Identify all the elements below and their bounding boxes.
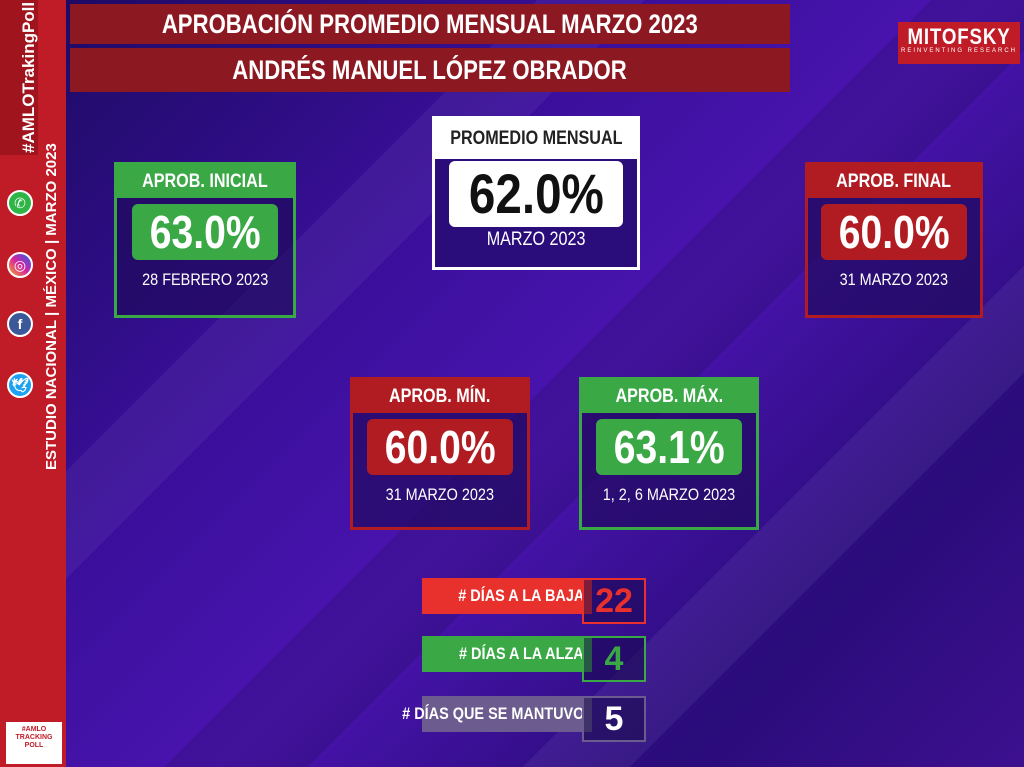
facebook-icon[interactable]: f	[7, 311, 33, 337]
whatsapp-icon[interactable]: ✆	[7, 190, 33, 216]
sidebar: #AMLOTrakingPoll ESTUDIO NACIONAL | MÉXI…	[0, 0, 66, 767]
separator: |	[43, 311, 60, 316]
sidebar-hashtag-panel	[0, 0, 38, 155]
card-final-approval: APROB. FINAL 60.0% 31 MARZO 2023	[805, 162, 983, 318]
card-body: 63.1% 1, 2, 6 MARZO 2023	[582, 413, 756, 527]
tracking-poll-logo: #AMLO TRACKING POLL	[6, 722, 62, 764]
approval-date: 28 FEBRERO 2023	[141, 270, 269, 289]
card-max-approval: APROB. MÁX. 63.1% 1, 2, 6 MARZO 2023	[579, 377, 759, 530]
counter-label: # DÍAS QUE SE MANTUVO	[402, 696, 592, 732]
brand-logo: MITOFSKY REINVENTING RESEARCH	[898, 22, 1020, 64]
study-country: MÉXICO	[43, 248, 60, 308]
study-period: MARZO 2023	[43, 143, 60, 236]
counter-label: # DÍAS A LA BAJA	[422, 578, 592, 614]
card-header: APROB. MÁX.	[582, 380, 756, 413]
counter-days-up: # DÍAS A LA ALZA 4	[422, 636, 648, 682]
card-body: 62.0% MARZO 2023	[435, 159, 637, 267]
study-label: ESTUDIO NACIONAL | MÉXICO | MARZO 2023	[40, 143, 63, 470]
instagram-icon[interactable]: ◎	[7, 252, 33, 278]
counter-label: # DÍAS A LA ALZA	[422, 636, 592, 672]
average-period: MARZO 2023	[486, 229, 586, 250]
counter-value: 22	[582, 578, 646, 624]
counter-value: 4	[582, 636, 646, 682]
card-header: APROB. FINAL	[808, 165, 980, 198]
counter-days-down: # DÍAS A LA BAJA 22	[422, 578, 648, 624]
approval-value: 60.0%	[820, 204, 968, 260]
average-value: 62.0%	[448, 161, 624, 227]
counter-value: 5	[582, 696, 646, 742]
approval-value: 63.1%	[595, 419, 743, 475]
hashtag-label: #AMLOTrakingPoll	[19, 1, 38, 153]
card-body: 60.0% 31 MARZO 2023	[808, 198, 980, 315]
approval-date: 1, 2, 6 MARZO 2023	[602, 485, 736, 504]
card-body: 60.0% 31 MARZO 2023	[353, 413, 527, 527]
page-title: APROBACIÓN PROMEDIO MENSUAL MARZO 2023	[162, 8, 698, 39]
card-monthly-average: PROMEDIO MENSUAL 62.0% MARZO 2023	[432, 116, 640, 270]
study-type: ESTUDIO NACIONAL	[43, 320, 60, 470]
approval-date: 31 MARZO 2023	[839, 270, 949, 289]
card-header: APROB. MÍN.	[353, 380, 527, 413]
card-body: 63.0% 28 FEBRERO 2023	[117, 198, 293, 315]
approval-date: 31 MARZO 2023	[385, 485, 495, 504]
approval-value: 60.0%	[366, 419, 514, 475]
page-subtitle: ANDRÉS MANUEL LÓPEZ OBRADOR	[232, 54, 628, 85]
card-initial-approval: APROB. INICIAL 63.0% 28 FEBRERO 2023	[114, 162, 296, 318]
brand-tagline: REINVENTING RESEARCH	[900, 48, 1017, 54]
brand-name: MITOFSKY	[907, 24, 1011, 49]
twitter-icon[interactable]: 🕊	[7, 372, 33, 398]
card-header: APROB. INICIAL	[117, 165, 293, 198]
title-bar: APROBACIÓN PROMEDIO MENSUAL MARZO 2023	[70, 4, 790, 44]
approval-value: 63.0%	[131, 204, 279, 260]
separator: |	[43, 239, 60, 245]
card-header: PROMEDIO MENSUAL	[435, 119, 637, 159]
subtitle-bar: ANDRÉS MANUEL LÓPEZ OBRADOR	[70, 48, 790, 92]
card-min-approval: APROB. MÍN. 60.0% 31 MARZO 2023	[350, 377, 530, 530]
counter-days-same: # DÍAS QUE SE MANTUVO 5	[402, 696, 648, 742]
